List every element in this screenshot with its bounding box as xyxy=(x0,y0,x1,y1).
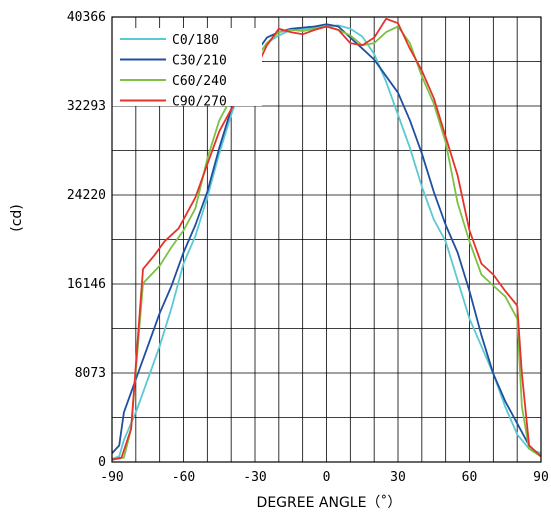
x-tick-label: 0 xyxy=(323,470,331,485)
y-tick-label: 40366 xyxy=(67,10,106,25)
series-line-c30-210 xyxy=(111,23,542,458)
y-tick-labels: 0 8073 16146 24220 32293 40366 xyxy=(67,10,106,470)
x-tick-labels: -90 -60 -30 0 30 60 90 xyxy=(100,470,549,485)
x-axis-title: DEGREE ANGLE（˚） xyxy=(257,494,402,511)
legend-background xyxy=(112,28,262,106)
series-line-c90-270 xyxy=(111,17,542,461)
legend-entry: C90/270 xyxy=(172,95,227,110)
y-tick-label: 8073 xyxy=(75,366,106,381)
series-layer xyxy=(111,17,542,461)
legend: C0/180 C30/210 C60/240 C90/270 xyxy=(120,33,227,110)
y-tick-label: 32293 xyxy=(67,99,106,114)
legend-entry: C30/210 xyxy=(172,54,227,69)
y-tick-label: 0 xyxy=(98,455,106,470)
x-tick-label: -90 xyxy=(100,470,123,485)
y-axis-title: (cd) xyxy=(9,204,25,232)
x-tick-label: 30 xyxy=(390,470,406,485)
legend-entry: C0/180 xyxy=(172,33,219,48)
plot-frame xyxy=(111,16,542,463)
x-tick-label: -60 xyxy=(172,470,195,485)
x-tick-label: -30 xyxy=(243,470,266,485)
y-tick-label: 16146 xyxy=(67,277,106,292)
legend-entry: C60/240 xyxy=(172,74,227,89)
x-tick-label: 60 xyxy=(462,470,478,485)
x-tick-label: 90 xyxy=(533,470,549,485)
y-tick-label: 24220 xyxy=(67,188,106,203)
